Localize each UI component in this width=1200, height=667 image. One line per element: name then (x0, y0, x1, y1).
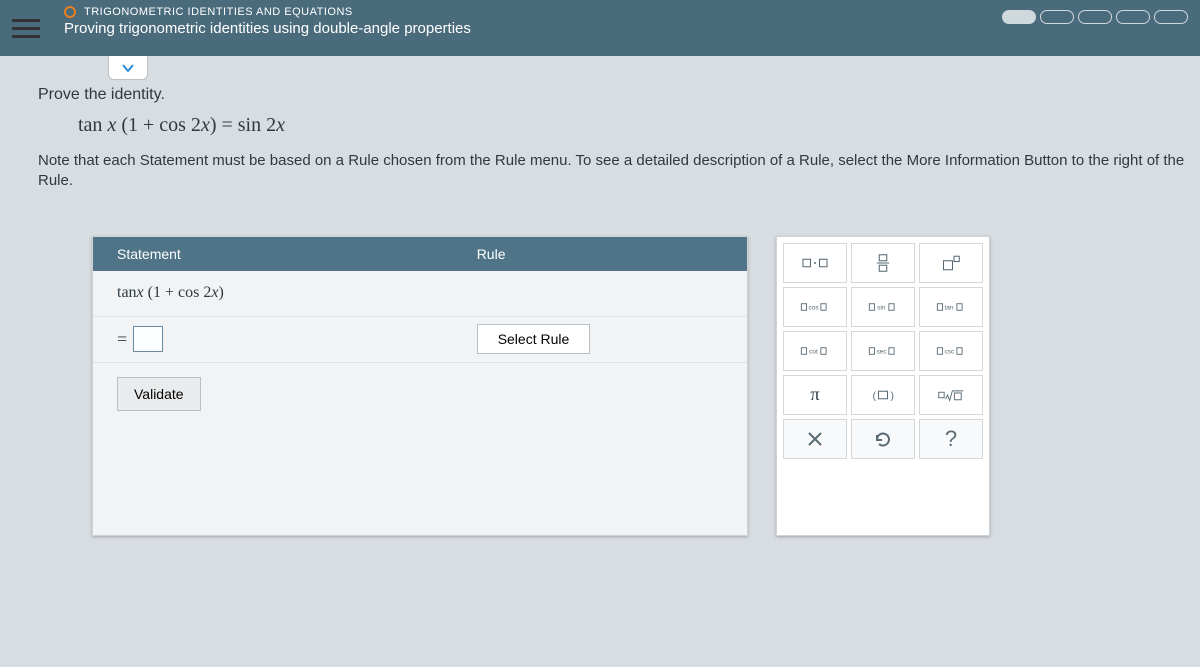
keypad-pi[interactable]: π (783, 375, 847, 415)
pager-step[interactable] (1116, 10, 1150, 24)
select-rule-button[interactable]: Select Rule (477, 324, 591, 354)
x-icon (800, 427, 830, 451)
equals-sign: = (117, 329, 127, 350)
keypad-cos[interactable]: cos (783, 287, 847, 327)
pager-step[interactable] (1002, 10, 1036, 24)
undo-icon (868, 427, 898, 451)
proof-header: Statement Rule (93, 237, 747, 271)
category-label: TRIGONOMETRIC IDENTITIES AND EQUATIONS (84, 6, 353, 18)
keypad-sec[interactable]: sec (851, 331, 915, 371)
pager-step[interactable] (1040, 10, 1074, 24)
statement-header: Statement (93, 246, 453, 262)
category-ring-icon (64, 6, 76, 18)
proof-given-row: tanx (1 + cos 2x) (93, 271, 747, 317)
rule-header: Rule (453, 246, 747, 262)
math-keypad: cos sin tan cot sec csc π (776, 236, 990, 536)
svg-text:(: ( (873, 389, 877, 401)
app-header: TRIGONOMETRIC IDENTITIES AND EQUATIONS P… (0, 0, 1200, 56)
svg-text:cos: cos (808, 304, 819, 311)
keypad-undo[interactable] (851, 419, 915, 459)
proof-card: Statement Rule tanx (1 + cos 2x) = Selec… (92, 236, 748, 536)
svg-text:): ) (891, 389, 895, 401)
svg-text:cot: cot (809, 348, 818, 355)
expression-input[interactable] (133, 326, 163, 352)
progress-pager (1002, 10, 1188, 24)
svg-text:sec: sec (876, 348, 887, 355)
header-text: TRIGONOMETRIC IDENTITIES AND EQUATIONS P… (64, 6, 471, 37)
keypad-multiply[interactable] (783, 243, 847, 283)
keypad-help[interactable]: ? (919, 419, 983, 459)
svg-text:csc: csc (944, 348, 955, 355)
work-area: Statement Rule tanx (1 + cos 2x) = Selec… (92, 236, 1200, 536)
page-title: Proving trigonometric identities using d… (64, 20, 471, 37)
svg-text:sin: sin (877, 304, 886, 311)
menu-icon[interactable] (12, 14, 40, 42)
proof-input-row: = Select Rule (93, 317, 747, 363)
chevron-down-icon (120, 60, 136, 76)
expand-toggle[interactable] (108, 56, 148, 80)
keypad-cot[interactable]: cot (783, 331, 847, 371)
given-expression: tanx (1 + cos 2x) (93, 284, 453, 302)
keypad-clear[interactable] (783, 419, 847, 459)
keypad-tan[interactable]: tan (919, 287, 983, 327)
instruction-text: Prove the identity. (38, 86, 1200, 104)
svg-text:tan: tan (944, 304, 953, 311)
identity-equation: tan x (1 + cos 2x) = sin 2x (78, 114, 1200, 137)
pager-step[interactable] (1154, 10, 1188, 24)
keypad-sqrt[interactable] (919, 375, 983, 415)
keypad-power[interactable] (919, 243, 983, 283)
keypad-sin[interactable]: sin (851, 287, 915, 327)
keypad-parentheses[interactable]: () (851, 375, 915, 415)
keypad-fraction[interactable] (851, 243, 915, 283)
pager-step[interactable] (1078, 10, 1112, 24)
keypad-csc[interactable]: csc (919, 331, 983, 371)
header-category: TRIGONOMETRIC IDENTITIES AND EQUATIONS (64, 6, 471, 18)
note-text: Note that each Statement must be based o… (38, 151, 1198, 192)
validate-button[interactable]: Validate (117, 377, 201, 411)
question-panel: Prove the identity. tan x (1 + cos 2x) =… (0, 86, 1200, 536)
